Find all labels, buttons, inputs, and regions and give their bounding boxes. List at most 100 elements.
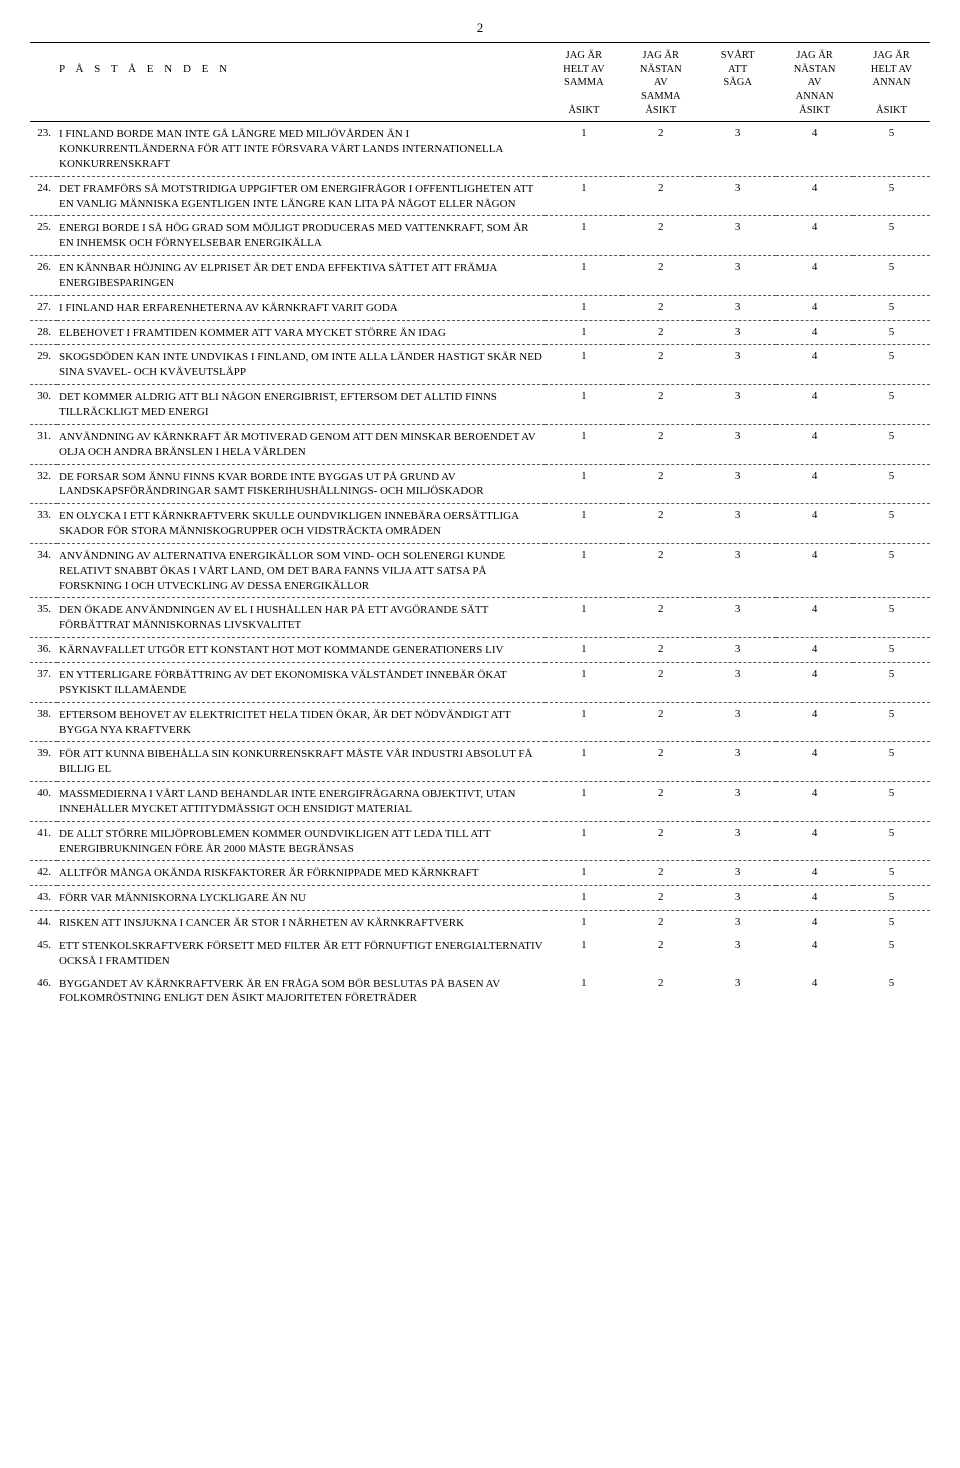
option-cell[interactable]: 3 — [699, 912, 776, 935]
option-cell[interactable]: 5 — [853, 664, 930, 702]
option-cell[interactable]: 1 — [545, 887, 622, 910]
option-cell[interactable]: 3 — [699, 743, 776, 781]
option-cell[interactable]: 1 — [545, 346, 622, 384]
option-cell[interactable]: 5 — [853, 545, 930, 598]
option-cell[interactable]: 3 — [699, 664, 776, 702]
option-cell[interactable]: 3 — [699, 935, 776, 973]
option-cell[interactable]: 5 — [853, 639, 930, 662]
option-cell[interactable]: 1 — [545, 466, 622, 504]
option-cell[interactable]: 2 — [622, 862, 699, 885]
option-cell[interactable]: 3 — [699, 426, 776, 464]
option-cell[interactable]: 5 — [853, 912, 930, 935]
option-cell[interactable]: 2 — [622, 599, 699, 637]
option-cell[interactable]: 1 — [545, 599, 622, 637]
option-cell[interactable]: 4 — [776, 545, 853, 598]
option-cell[interactable]: 2 — [622, 322, 699, 345]
option-cell[interactable]: 2 — [622, 704, 699, 742]
option-cell[interactable]: 2 — [622, 887, 699, 910]
option-cell[interactable]: 5 — [853, 322, 930, 345]
option-cell[interactable]: 4 — [776, 912, 853, 935]
option-cell[interactable]: 2 — [622, 783, 699, 821]
option-cell[interactable]: 1 — [545, 743, 622, 781]
option-cell[interactable]: 3 — [699, 783, 776, 821]
option-cell[interactable]: 4 — [776, 257, 853, 295]
option-cell[interactable]: 2 — [622, 639, 699, 662]
option-cell[interactable]: 2 — [622, 297, 699, 320]
option-cell[interactable]: 4 — [776, 466, 853, 504]
option-cell[interactable]: 3 — [699, 505, 776, 543]
option-cell[interactable]: 3 — [699, 545, 776, 598]
option-cell[interactable]: 1 — [545, 704, 622, 742]
option-cell[interactable]: 4 — [776, 935, 853, 973]
option-cell[interactable]: 1 — [545, 123, 622, 176]
option-cell[interactable]: 3 — [699, 386, 776, 424]
option-cell[interactable]: 1 — [545, 935, 622, 973]
option-cell[interactable]: 5 — [853, 973, 930, 1011]
option-cell[interactable]: 2 — [622, 973, 699, 1011]
option-cell[interactable]: 4 — [776, 887, 853, 910]
option-cell[interactable]: 4 — [776, 704, 853, 742]
option-cell[interactable]: 1 — [545, 505, 622, 543]
option-cell[interactable]: 4 — [776, 386, 853, 424]
option-cell[interactable]: 1 — [545, 322, 622, 345]
option-cell[interactable]: 2 — [622, 823, 699, 861]
option-cell[interactable]: 5 — [853, 783, 930, 821]
option-cell[interactable]: 5 — [853, 386, 930, 424]
option-cell[interactable]: 2 — [622, 386, 699, 424]
option-cell[interactable]: 2 — [622, 743, 699, 781]
option-cell[interactable]: 4 — [776, 599, 853, 637]
option-cell[interactable]: 2 — [622, 466, 699, 504]
option-cell[interactable]: 1 — [545, 257, 622, 295]
option-cell[interactable]: 4 — [776, 346, 853, 384]
option-cell[interactable]: 1 — [545, 386, 622, 424]
option-cell[interactable]: 5 — [853, 743, 930, 781]
option-cell[interactable]: 3 — [699, 466, 776, 504]
option-cell[interactable]: 1 — [545, 426, 622, 464]
option-cell[interactable]: 5 — [853, 599, 930, 637]
option-cell[interactable]: 1 — [545, 912, 622, 935]
option-cell[interactable]: 3 — [699, 639, 776, 662]
option-cell[interactable]: 5 — [853, 426, 930, 464]
option-cell[interactable]: 2 — [622, 545, 699, 598]
option-cell[interactable]: 2 — [622, 935, 699, 973]
option-cell[interactable]: 3 — [699, 257, 776, 295]
option-cell[interactable]: 5 — [853, 217, 930, 255]
option-cell[interactable]: 1 — [545, 973, 622, 1011]
option-cell[interactable]: 4 — [776, 639, 853, 662]
option-cell[interactable]: 2 — [622, 178, 699, 216]
option-cell[interactable]: 3 — [699, 297, 776, 320]
option-cell[interactable]: 2 — [622, 505, 699, 543]
option-cell[interactable]: 2 — [622, 426, 699, 464]
option-cell[interactable]: 4 — [776, 505, 853, 543]
option-cell[interactable]: 5 — [853, 704, 930, 742]
option-cell[interactable]: 3 — [699, 973, 776, 1011]
option-cell[interactable]: 3 — [699, 887, 776, 910]
option-cell[interactable]: 3 — [699, 862, 776, 885]
option-cell[interactable]: 4 — [776, 823, 853, 861]
option-cell[interactable]: 4 — [776, 783, 853, 821]
option-cell[interactable]: 1 — [545, 545, 622, 598]
option-cell[interactable]: 4 — [776, 664, 853, 702]
option-cell[interactable]: 5 — [853, 935, 930, 973]
option-cell[interactable]: 5 — [853, 346, 930, 384]
option-cell[interactable]: 2 — [622, 912, 699, 935]
option-cell[interactable]: 2 — [622, 346, 699, 384]
option-cell[interactable]: 2 — [622, 123, 699, 176]
option-cell[interactable]: 4 — [776, 426, 853, 464]
option-cell[interactable]: 5 — [853, 862, 930, 885]
option-cell[interactable]: 3 — [699, 178, 776, 216]
option-cell[interactable]: 1 — [545, 217, 622, 255]
option-cell[interactable]: 3 — [699, 704, 776, 742]
option-cell[interactable]: 3 — [699, 217, 776, 255]
option-cell[interactable]: 1 — [545, 783, 622, 821]
option-cell[interactable]: 4 — [776, 217, 853, 255]
option-cell[interactable]: 4 — [776, 743, 853, 781]
option-cell[interactable]: 3 — [699, 346, 776, 384]
option-cell[interactable]: 3 — [699, 123, 776, 176]
option-cell[interactable]: 2 — [622, 257, 699, 295]
option-cell[interactable]: 4 — [776, 862, 853, 885]
option-cell[interactable]: 4 — [776, 973, 853, 1011]
option-cell[interactable]: 4 — [776, 178, 853, 216]
option-cell[interactable]: 2 — [622, 217, 699, 255]
option-cell[interactable]: 4 — [776, 123, 853, 176]
